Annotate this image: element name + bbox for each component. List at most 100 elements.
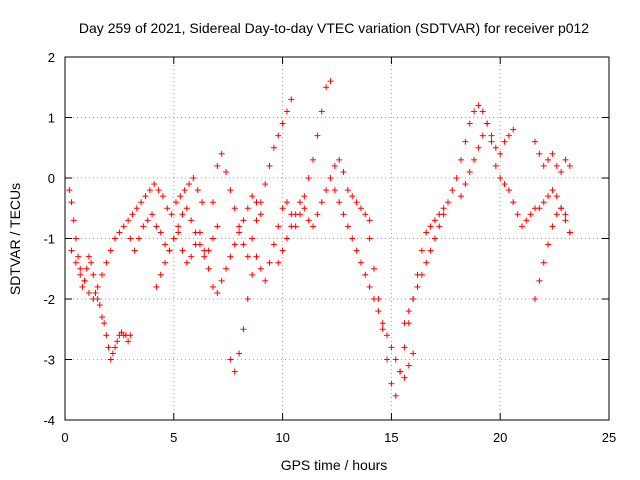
data-point bbox=[558, 205, 565, 212]
data-point bbox=[510, 126, 517, 133]
data-point bbox=[70, 217, 77, 224]
data-point bbox=[401, 344, 408, 351]
data-point bbox=[142, 193, 149, 200]
data-point bbox=[479, 132, 486, 139]
data-point bbox=[96, 302, 103, 309]
data-point bbox=[266, 259, 273, 266]
data-point bbox=[492, 144, 499, 151]
data-point bbox=[488, 132, 495, 139]
data-point bbox=[127, 235, 134, 242]
data-point bbox=[244, 296, 251, 302]
data-point bbox=[77, 271, 84, 278]
data-point bbox=[440, 211, 447, 218]
data-point bbox=[88, 259, 95, 266]
data-point bbox=[262, 277, 269, 284]
data-point bbox=[384, 332, 391, 339]
data-point bbox=[379, 320, 386, 327]
data-point bbox=[157, 229, 164, 236]
data-point bbox=[214, 223, 221, 230]
data-point bbox=[101, 320, 108, 327]
data-point bbox=[227, 253, 234, 260]
data-point bbox=[310, 223, 317, 230]
data-point bbox=[249, 193, 256, 200]
data-point bbox=[275, 259, 282, 266]
data-point bbox=[153, 283, 160, 290]
data-point bbox=[340, 168, 347, 175]
data-point bbox=[514, 211, 521, 218]
data-point bbox=[166, 247, 173, 254]
data-point bbox=[388, 344, 395, 351]
data-point bbox=[170, 235, 177, 242]
data-point bbox=[125, 217, 132, 224]
data-point bbox=[549, 150, 556, 157]
data-point bbox=[505, 187, 512, 194]
data-point bbox=[427, 223, 434, 230]
data-point bbox=[103, 259, 110, 266]
data-point bbox=[279, 247, 286, 254]
data-point bbox=[98, 271, 105, 278]
data-point bbox=[462, 181, 469, 188]
data-point bbox=[279, 205, 286, 212]
data-point bbox=[501, 138, 508, 145]
data-point bbox=[453, 175, 460, 181]
data-point bbox=[194, 187, 201, 194]
data-point bbox=[257, 199, 264, 206]
data-point bbox=[545, 156, 552, 163]
data-point bbox=[72, 235, 79, 242]
data-point bbox=[562, 217, 569, 224]
data-point bbox=[107, 356, 114, 363]
data-point bbox=[231, 205, 238, 212]
data-point bbox=[553, 211, 560, 218]
data-point bbox=[471, 108, 478, 115]
data-point bbox=[205, 265, 212, 272]
data-point bbox=[153, 223, 160, 230]
data-point bbox=[536, 150, 543, 157]
data-point bbox=[183, 259, 190, 266]
data-point bbox=[120, 223, 127, 230]
data-point bbox=[275, 132, 282, 139]
data-point bbox=[392, 356, 399, 363]
x-axis-label: GPS time / hours bbox=[281, 457, 388, 473]
data-point bbox=[244, 253, 251, 260]
data-point bbox=[301, 205, 308, 212]
data-point bbox=[283, 235, 290, 242]
data-point bbox=[116, 229, 123, 236]
data-point bbox=[209, 199, 216, 206]
y-tick-label: 0 bbox=[48, 171, 55, 186]
data-point bbox=[270, 144, 277, 151]
data-point bbox=[209, 235, 216, 242]
y-tick-label: -3 bbox=[43, 353, 55, 368]
data-point bbox=[379, 326, 386, 333]
data-point bbox=[501, 181, 508, 188]
data-point bbox=[331, 187, 338, 194]
data-point bbox=[244, 205, 251, 212]
data-point bbox=[144, 217, 151, 224]
data-point bbox=[458, 193, 465, 200]
data-point bbox=[236, 350, 243, 357]
data-point bbox=[196, 229, 203, 236]
y-tick-label: 1 bbox=[48, 111, 55, 126]
data-point bbox=[138, 199, 145, 206]
data-point bbox=[362, 211, 369, 218]
data-point bbox=[218, 277, 225, 284]
data-point bbox=[201, 253, 208, 260]
data-point bbox=[218, 150, 225, 157]
data-point bbox=[497, 175, 504, 181]
data-point bbox=[344, 223, 351, 230]
data-point bbox=[118, 329, 125, 336]
data-point bbox=[545, 193, 552, 200]
data-point bbox=[162, 241, 169, 248]
data-point bbox=[527, 211, 534, 218]
data-point bbox=[92, 289, 99, 296]
data-point bbox=[305, 217, 312, 224]
data-point bbox=[168, 211, 175, 218]
data-point bbox=[553, 193, 560, 200]
data-point bbox=[105, 344, 112, 351]
data-point bbox=[540, 199, 547, 206]
data-point bbox=[323, 84, 330, 91]
data-point bbox=[162, 259, 169, 266]
data-point bbox=[77, 265, 84, 272]
data-point bbox=[107, 247, 114, 254]
data-point bbox=[523, 217, 530, 224]
data-point bbox=[190, 175, 197, 181]
